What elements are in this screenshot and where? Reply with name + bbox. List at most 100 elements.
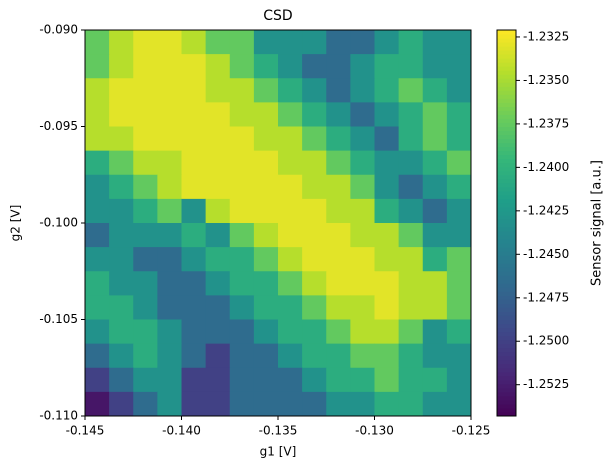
- colorbar-swatch: [497, 74, 516, 79]
- colorbar-swatch: [497, 395, 516, 401]
- heatmap-cell: [229, 367, 255, 393]
- heatmap-cell: [253, 126, 279, 152]
- heatmap-cell: [157, 30, 182, 55]
- y-tick-label: -0.090: [39, 23, 78, 37]
- heatmap-cell: [133, 319, 158, 345]
- colorbar-swatch: [497, 267, 516, 272]
- heatmap-cell: [278, 295, 303, 320]
- heatmap-cell: [302, 223, 327, 248]
- heatmap-cell: [374, 30, 400, 55]
- heatmap-cell: [446, 150, 472, 176]
- heatmap-cell: [85, 367, 110, 393]
- heatmap-cell: [133, 174, 158, 200]
- heatmap-cell: [278, 198, 303, 224]
- heatmap-cell: [229, 150, 255, 176]
- colorbar-swatch: [497, 174, 516, 180]
- heatmap-cell: [85, 295, 110, 320]
- heatmap-cell: [253, 223, 279, 248]
- heatmap-cell: [229, 271, 255, 296]
- heatmap-cell: [374, 102, 400, 127]
- heatmap-cell: [326, 78, 351, 103]
- colorbar-swatch: [497, 218, 516, 224]
- colorbar-swatch: [497, 146, 516, 152]
- heatmap-cell: [422, 150, 448, 176]
- heatmap-cell: [398, 126, 424, 152]
- heatmap-cell: [133, 223, 158, 248]
- heatmap-cell: [350, 54, 375, 79]
- colorbar-swatch: [497, 331, 516, 337]
- x-tick-label: -0.125: [452, 424, 491, 438]
- colorbar-swatch: [497, 283, 516, 288]
- heatmap-cell: [253, 78, 279, 103]
- heatmap-cell: [109, 319, 134, 345]
- heatmap-cell: [422, 54, 448, 79]
- heatmap-cell: [326, 198, 351, 224]
- heatmap-cell: [109, 367, 134, 393]
- heatmap-cell: [398, 54, 424, 79]
- colorbar-swatch: [497, 239, 516, 244]
- heatmap-cell: [446, 367, 472, 393]
- colorbar-swatch: [497, 251, 516, 256]
- heatmap-cell: [398, 319, 424, 345]
- colorbar-swatch: [497, 287, 516, 292]
- heatmap-cell: [253, 30, 279, 55]
- colorbar-swatch: [497, 122, 516, 127]
- colorbar-swatch: [497, 86, 516, 91]
- colorbar-swatch: [497, 134, 516, 140]
- colorbar-swatch: [497, 206, 516, 212]
- heatmap-cell: [85, 271, 110, 296]
- heatmap-cell: [350, 126, 375, 152]
- heatmap-cell: [302, 343, 327, 369]
- colorbar-swatch: [497, 142, 516, 148]
- heatmap-cell: [133, 343, 158, 369]
- x-tick-label: -0.140: [162, 424, 201, 438]
- heatmap-cell: [302, 30, 327, 55]
- heatmap-cell: [157, 174, 182, 200]
- x-tick-label: -0.145: [66, 424, 105, 438]
- heatmap-cell: [446, 223, 472, 248]
- colorbar-swatch: [497, 339, 516, 345]
- colorbar-swatch: [497, 114, 516, 119]
- heatmap-cell: [181, 126, 207, 152]
- heatmap-cell: [398, 150, 424, 176]
- heatmap-cell: [422, 391, 448, 417]
- colorbar-swatch: [497, 178, 516, 184]
- heatmap-cell: [326, 223, 351, 248]
- heatmap-cell: [398, 295, 424, 320]
- heatmap-cell: [374, 319, 400, 345]
- y-tick-label: -0.110: [39, 409, 78, 423]
- heatmap-cell: [422, 102, 448, 127]
- colorbar-swatch: [497, 82, 516, 87]
- heatmap-cell: [446, 295, 472, 320]
- heatmap-cell: [85, 150, 110, 176]
- colorbar-swatch: [497, 363, 516, 369]
- colorbar-tick-label: -1.2500: [523, 334, 569, 348]
- heatmap-cell: [229, 295, 255, 320]
- colorbar-swatch: [497, 194, 516, 200]
- colorbar-swatch: [497, 327, 516, 333]
- heatmap-cell: [253, 150, 279, 176]
- heatmap-cell: [278, 247, 303, 272]
- heatmap-cell: [278, 223, 303, 248]
- y-tick-label: -0.095: [39, 119, 78, 133]
- colorbar-tick-label: -1.2325: [523, 29, 569, 43]
- heatmap-cell: [374, 295, 400, 320]
- colorbar-swatch: [497, 347, 516, 353]
- heatmap-cell: [253, 367, 279, 393]
- colorbar-swatch: [497, 126, 516, 132]
- heatmap-cell: [422, 247, 448, 272]
- heatmap-cell: [85, 54, 110, 79]
- colorbar-swatch: [497, 98, 516, 103]
- colorbar-swatch: [497, 243, 516, 248]
- heatmap-cell: [398, 271, 424, 296]
- heatmap-cell: [229, 102, 255, 127]
- heatmap-cell: [181, 367, 207, 393]
- colorbar-swatch: [497, 34, 516, 39]
- colorbar-swatch: [497, 351, 516, 357]
- colorbar-swatch: [497, 186, 516, 192]
- heatmap-cell: [229, 30, 255, 55]
- heatmap-cell: [253, 319, 279, 345]
- colorbar-swatch: [497, 30, 516, 35]
- heatmap-cell: [422, 30, 448, 55]
- heatmap-cell: [446, 174, 472, 200]
